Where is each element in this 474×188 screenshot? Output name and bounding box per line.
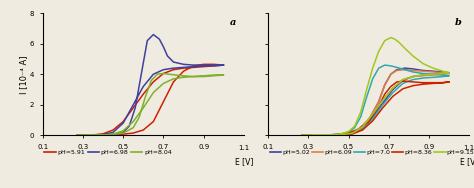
Text: E [V]: E [V]: [460, 157, 474, 166]
Legend: pH=5.02, pH=6.09, pH=7.0, pH=8.36, pH=9.15: pH=5.02, pH=6.09, pH=7.0, pH=8.36, pH=9.…: [267, 147, 474, 157]
Text: 1.1: 1.1: [238, 145, 249, 151]
Text: E [V]: E [V]: [235, 157, 253, 166]
Legend: pH=5.91, pH=6.98, pH=8.04: pH=5.91, pH=6.98, pH=8.04: [42, 147, 174, 157]
Y-axis label: I [10⁻⁴ A]: I [10⁻⁴ A]: [19, 55, 28, 93]
Text: b: b: [455, 18, 461, 27]
Text: 1.1: 1.1: [464, 145, 474, 151]
Text: a: a: [229, 18, 236, 27]
